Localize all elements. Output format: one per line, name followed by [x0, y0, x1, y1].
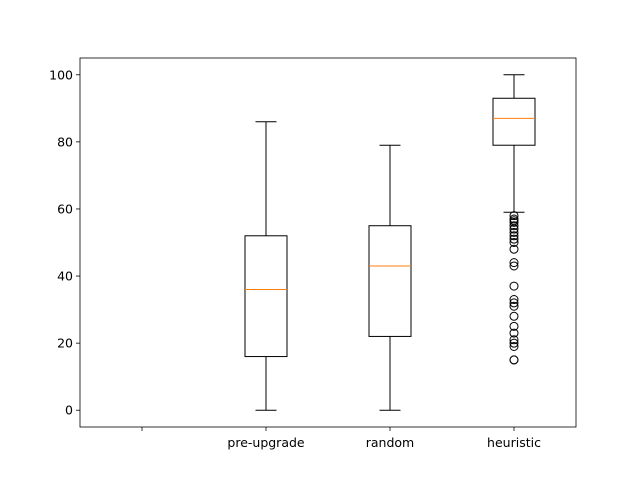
- y-tick-label: 80: [57, 134, 73, 149]
- box-group-heuristic: [492, 74, 536, 365]
- y-tick-label: 100: [49, 67, 73, 82]
- outlier-point: [509, 217, 519, 227]
- y-tick-label: 20: [57, 336, 73, 351]
- outlier-point: [509, 311, 519, 321]
- x-tick-label: random: [366, 435, 414, 450]
- x-axis: pre-upgrade random heuristic: [141, 427, 541, 450]
- outlier-point: [509, 301, 519, 311]
- y-axis: 0 20 40 60 80 100: [49, 67, 80, 418]
- outlier-point: [509, 221, 519, 231]
- outlier-point: [509, 338, 519, 348]
- box-group-random: [368, 144, 412, 411]
- box-group-pre-upgrade: [244, 121, 288, 411]
- outlier-point: [509, 227, 519, 237]
- y-tick-label: 0: [65, 403, 73, 418]
- outlier-point: [509, 335, 519, 345]
- outlier-point: [509, 238, 519, 247]
- outlier-point: [509, 234, 519, 244]
- outlier-point: [509, 281, 519, 291]
- outlier-point: [509, 355, 519, 365]
- plot-area: [244, 74, 536, 411]
- outlier-point: [509, 211, 519, 221]
- outlier-point: [509, 295, 519, 305]
- x-tick-label: pre-upgrade: [227, 435, 305, 450]
- outlier-point: [509, 321, 519, 331]
- box-iqr: [368, 225, 412, 337]
- box-iqr: [492, 97, 536, 146]
- outlier-point: [509, 231, 519, 241]
- outlier-point: [509, 261, 519, 271]
- y-tick-label: 60: [57, 201, 73, 216]
- axes-frame: [79, 57, 577, 428]
- y-tick-label: 40: [57, 269, 73, 284]
- x-tick-label: heuristic: [487, 435, 541, 450]
- outlier-point: [509, 298, 519, 308]
- outlier-point: [509, 224, 519, 234]
- box-iqr: [244, 235, 288, 358]
- outlier-point: [509, 341, 519, 351]
- outlier-point: [509, 244, 519, 254]
- outlier-point: [509, 258, 519, 268]
- outlier-point: [509, 328, 519, 338]
